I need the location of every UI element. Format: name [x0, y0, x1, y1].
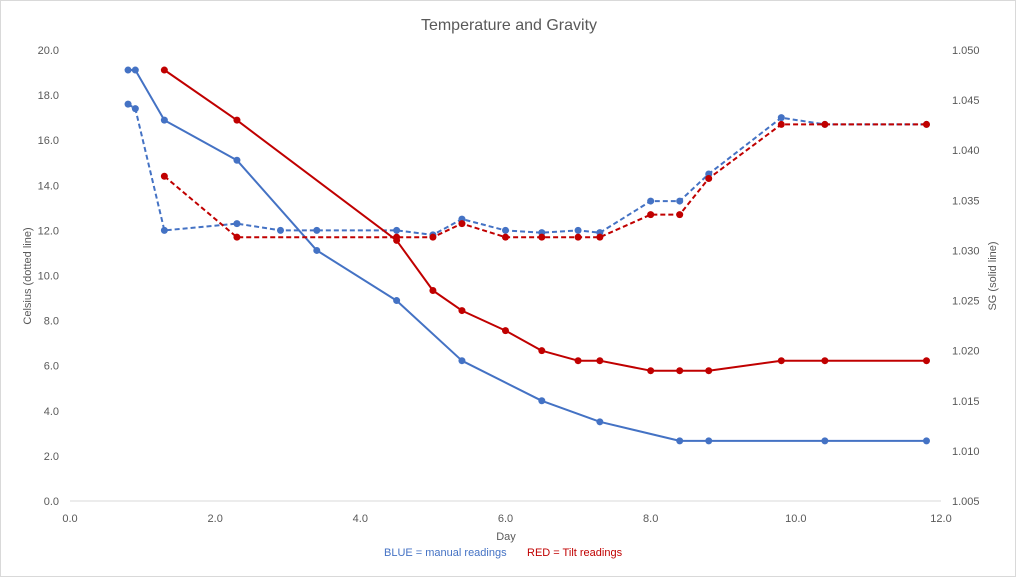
series-line-red-solid [163, 69, 927, 372]
data-point [131, 66, 139, 74]
data-point [821, 120, 829, 128]
y-right-tick-label: 1.010 [952, 446, 980, 458]
data-point [777, 120, 785, 128]
y-left-tick-label: 8.0 [44, 316, 59, 328]
data-point [705, 367, 713, 375]
data-point [393, 297, 401, 305]
x-tick-label: 2.0 [208, 513, 223, 525]
data-point [538, 233, 546, 241]
data-point [574, 357, 582, 365]
data-point [821, 437, 829, 445]
x-tick-label: 12.0 [930, 513, 951, 525]
data-point [233, 233, 241, 241]
data-point [124, 100, 132, 108]
y-right-tick-label: 1.015 [952, 396, 980, 408]
data-point [777, 357, 785, 365]
data-point [574, 226, 582, 234]
data-point [676, 211, 684, 219]
data-point [502, 233, 509, 241]
data-point [596, 418, 604, 426]
data-point [705, 175, 713, 183]
y-right-tick-label: 1.025 [952, 296, 980, 308]
y-left-tick-label: 0.0 [44, 496, 59, 508]
data-point [647, 367, 655, 375]
data-point [429, 287, 437, 295]
data-point [821, 357, 829, 365]
data-point [160, 116, 168, 124]
data-point [233, 220, 241, 228]
x-tick-label: 8.0 [643, 513, 658, 525]
data-point [922, 437, 930, 445]
y-left-tick-label: 12.0 [38, 225, 59, 237]
data-point [502, 327, 509, 335]
data-point [160, 66, 168, 74]
y-right-tick-label: 1.050 [952, 45, 980, 57]
y-left-tick-label: 14.0 [38, 180, 59, 192]
y-right-tick-label: 1.040 [952, 145, 980, 157]
data-point [313, 246, 321, 254]
y-right-tick-label: 1.005 [952, 496, 980, 508]
data-point [538, 397, 546, 405]
data-point [502, 226, 509, 234]
annotation-blue: BLUE = manual readings [384, 547, 507, 559]
data-point [131, 105, 139, 113]
data-point [777, 114, 785, 122]
y-right-tick-label: 1.030 [952, 245, 980, 257]
data-point [676, 197, 684, 205]
series-line-blue-solid [128, 69, 927, 442]
data-point [596, 357, 604, 365]
data-point [276, 226, 284, 234]
chart-title: Temperature and Gravity [421, 17, 597, 34]
data-point [538, 347, 546, 355]
x-tick-label: 10.0 [785, 513, 806, 525]
y-right-tick-label: 1.020 [952, 346, 980, 358]
data-point [429, 233, 437, 241]
data-point [393, 233, 401, 241]
series-line-red-dotted [163, 123, 927, 239]
x-tick-label: 6.0 [498, 513, 513, 525]
y-left-tick-label: 2.0 [44, 451, 59, 463]
data-point [574, 233, 582, 241]
series-layer [124, 66, 930, 445]
y-left-tick-label: 10.0 [38, 271, 59, 283]
y-right-tick-label: 1.045 [952, 95, 980, 107]
data-point [647, 211, 655, 219]
y-right-tick-label: 1.035 [952, 195, 980, 207]
data-point [124, 66, 132, 74]
data-point [233, 156, 241, 164]
y-left-axis-title: Celsius (dotted line) [22, 227, 34, 324]
data-point [160, 226, 168, 234]
data-point [647, 197, 655, 205]
x-axis-title: Day [496, 531, 516, 543]
axes-layer: 0.0 2.0 4.0 6.0 8.0 10.0 12.0 0.0 2.0 4.0 6.0 8.0 10… [38, 45, 980, 525]
data-point [705, 437, 713, 445]
data-point [922, 120, 930, 128]
x-tick-label: 0.0 [62, 513, 77, 525]
data-point [596, 233, 604, 241]
series-line-blue-dotted [127, 103, 927, 236]
annotation-red: RED = Tilt readings [527, 547, 623, 559]
y-left-tick-label: 4.0 [44, 406, 59, 418]
y-right-axis-title: SG (solid line) [987, 241, 999, 310]
y-left-tick-label: 6.0 [44, 361, 59, 373]
data-point [458, 307, 466, 315]
x-tick-label: 4.0 [353, 513, 368, 525]
data-point [676, 367, 684, 375]
data-point [233, 116, 241, 124]
data-point [393, 226, 401, 234]
data-point [313, 226, 321, 234]
data-point [160, 172, 168, 180]
data-point [458, 357, 466, 365]
y-left-tick-label: 16.0 [38, 135, 59, 147]
data-point [458, 220, 466, 228]
y-left-tick-label: 18.0 [38, 90, 59, 102]
y-left-tick-label: 20.0 [38, 45, 59, 57]
data-point [676, 437, 684, 445]
data-point [922, 357, 930, 365]
